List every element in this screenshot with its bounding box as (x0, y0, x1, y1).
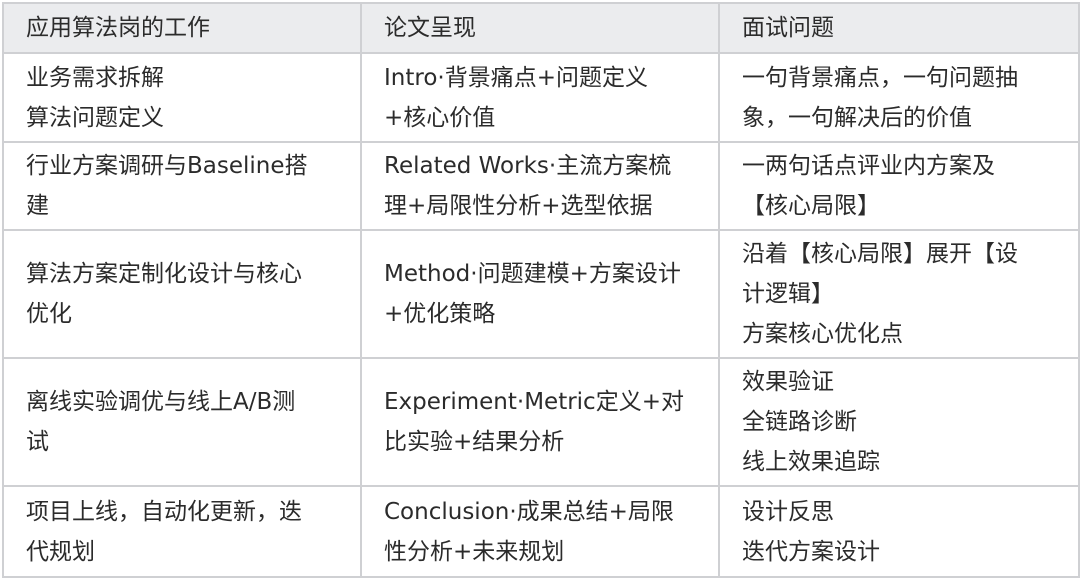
header-row: 应用算法岗的工作 论文呈现 面试问题 (2, 2, 1080, 54)
cell-interview: 效果验证 全链路诊断 线上效果追踪 (718, 357, 1080, 487)
cell-work: 业务需求拆解 算法问题定义 (2, 52, 362, 143)
table-row: 项目上线，自动化更新，迭 代规划 Conclusion·成果总结+局限 性分析+… (2, 485, 1080, 578)
table-row: 行业方案调研与Baseline搭 建 Related Works·主流方案梳 理… (2, 141, 1080, 231)
cell-work: 行业方案调研与Baseline搭 建 (2, 141, 362, 231)
cell-interview: 设计反思 迭代方案设计 (718, 485, 1080, 578)
table-row: 算法方案定制化设计与核心 优化 Method·问题建模+方案设计 +优化策略 沿… (2, 229, 1080, 359)
cell-interview: 沿着【核心局限】展开【设 计逻辑】 方案核心优化点 (718, 229, 1080, 359)
cell-work: 项目上线，自动化更新，迭 代规划 (2, 485, 362, 578)
cell-work: 算法方案定制化设计与核心 优化 (2, 229, 362, 359)
header-cell-paper: 论文呈现 (360, 2, 720, 54)
cell-paper: Method·问题建模+方案设计 +优化策略 (360, 229, 720, 359)
comparison-table: 应用算法岗的工作 论文呈现 面试问题 业务需求拆解 算法问题定义 Intro·背… (2, 2, 1080, 578)
cell-paper: Intro·背景痛点+问题定义 +核心价值 (360, 52, 720, 143)
cell-interview: 一句背景痛点，一句问题抽 象，一句解决后的价值 (718, 52, 1080, 143)
cell-paper: Experiment·Metric定义+对 比实验+结果分析 (360, 357, 720, 487)
cell-work: 离线实验调优与线上A/B测 试 (2, 357, 362, 487)
header-cell-work: 应用算法岗的工作 (2, 2, 362, 54)
cell-interview: 一两句话点评业内方案及 【核心局限】 (718, 141, 1080, 231)
cell-paper: Related Works·主流方案梳 理+局限性分析+选型依据 (360, 141, 720, 231)
table-row: 离线实验调优与线上A/B测 试 Experiment·Metric定义+对 比实… (2, 357, 1080, 487)
header-cell-interview: 面试问题 (718, 2, 1080, 54)
table-row: 业务需求拆解 算法问题定义 Intro·背景痛点+问题定义 +核心价值 一句背景… (2, 52, 1080, 143)
cell-paper: Conclusion·成果总结+局限 性分析+未来规划 (360, 485, 720, 578)
